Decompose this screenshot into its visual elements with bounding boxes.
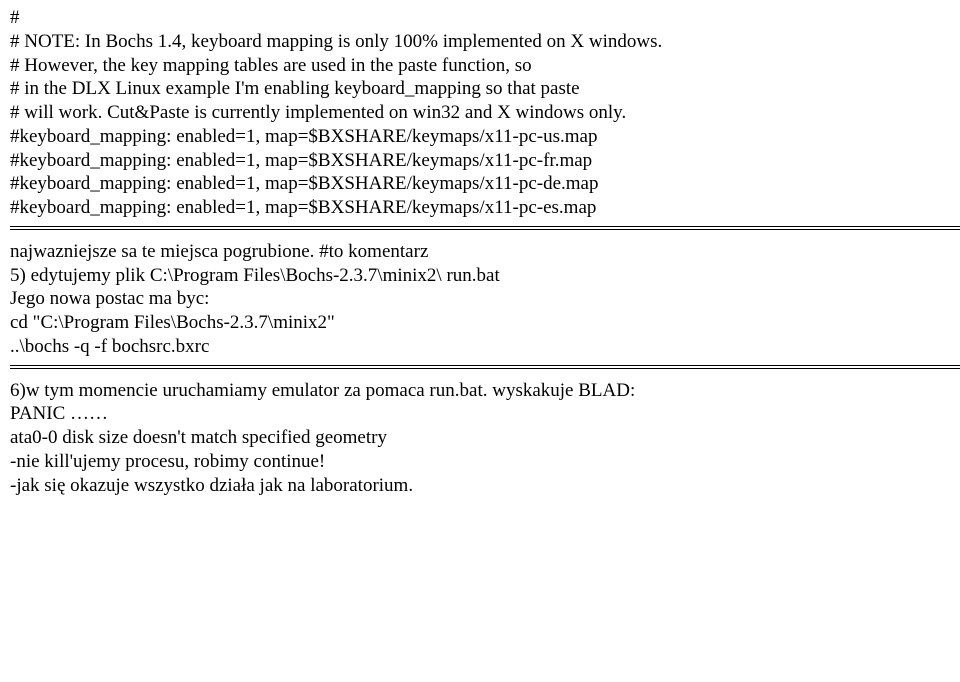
text-line: ..\bochs -q -f bochsrc.bxrc: [10, 335, 960, 359]
text-line: ata0-0 disk size doesn't match specified…: [10, 426, 960, 450]
text-line: #keyboard_mapping: enabled=1, map=$BXSHA…: [10, 149, 960, 173]
text-line: # in the DLX Linux example I'm enabling …: [10, 77, 960, 101]
text-line: #keyboard_mapping: enabled=1, map=$BXSHA…: [10, 172, 960, 196]
text-line: 5) edytujemy plik C:\Program Files\Bochs…: [10, 264, 960, 288]
text-line: # NOTE: In Bochs 1.4, keyboard mapping i…: [10, 30, 960, 54]
text-line: -jak się okazuje wszystko działa jak na …: [10, 474, 960, 498]
text-line: #keyboard_mapping: enabled=1, map=$BXSHA…: [10, 196, 960, 220]
double-rule: [10, 226, 960, 230]
text-line: -nie kill'ujemy procesu, robimy continue…: [10, 450, 960, 474]
text-line: #keyboard_mapping: enabled=1, map=$BXSHA…: [10, 125, 960, 149]
text-line: # will work. Cut&Paste is currently impl…: [10, 101, 960, 125]
text-line: # However, the key mapping tables are us…: [10, 54, 960, 78]
text-line: 6)w tym momencie uruchamiamy emulator za…: [10, 379, 960, 403]
text-line: Jego nowa postac ma byc:: [10, 287, 960, 311]
text-line: PANIC ……: [10, 402, 960, 426]
text-line: #: [10, 6, 960, 30]
text-line: najwazniejsze sa te miejsca pogrubione. …: [10, 240, 960, 264]
text-line: cd "C:\Program Files\Bochs-2.3.7\minix2": [10, 311, 960, 335]
double-rule: [10, 365, 960, 369]
